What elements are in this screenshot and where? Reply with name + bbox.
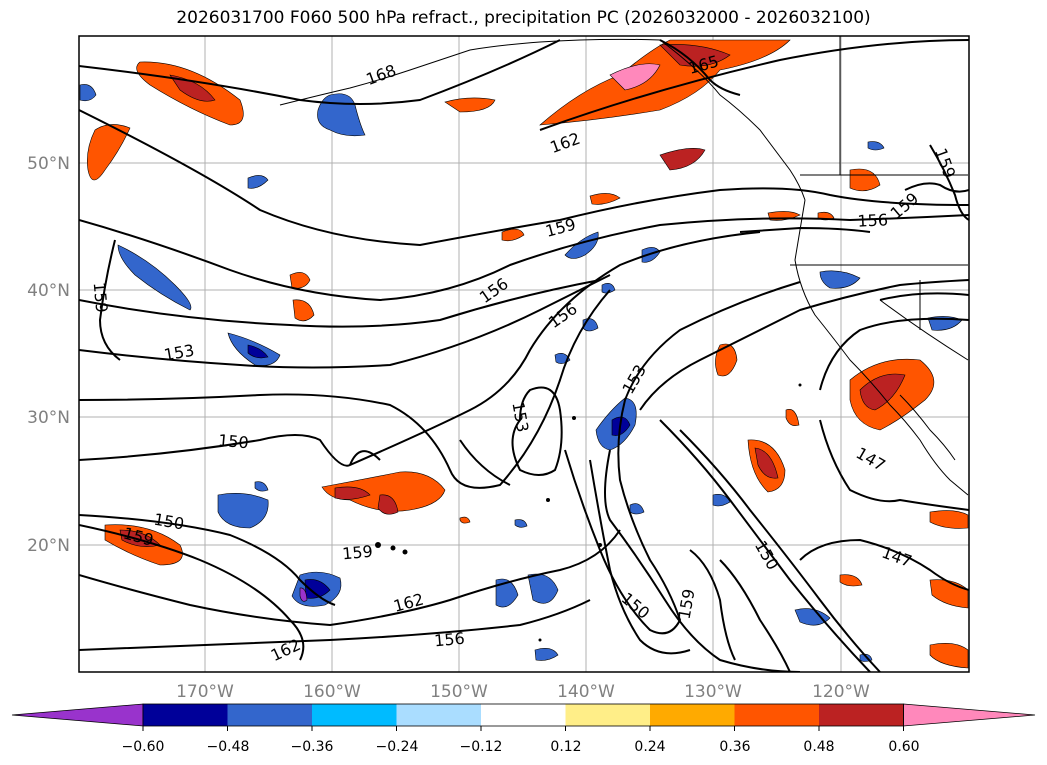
colorbar-swatch — [565, 704, 651, 726]
colorbar: −0.60 −0.48 −0.36 −0.24 −0.12 0.12 0.24 … — [11, 703, 1036, 755]
map-title: 2026031700 F060 500 hPa refract., precip… — [176, 8, 871, 28]
colorbar-swatch — [650, 704, 735, 726]
graticule — [79, 36, 969, 672]
colorbar-swatch — [11, 703, 144, 727]
contour-label: 156 — [433, 629, 465, 651]
latitude-labels: 50°N 40°N 30°N 20°N — [27, 154, 70, 556]
height-contours — [79, 39, 969, 672]
contour-label: 150 — [217, 431, 249, 453]
lat-label: 40°N — [27, 281, 70, 301]
longitude-labels: 170°W 160°W 150°W 140°W 130°W 120°W — [176, 682, 870, 702]
lon-label: 140°W — [557, 682, 615, 702]
colorbar-swatch — [481, 704, 566, 726]
lon-label: 170°W — [176, 682, 234, 702]
colorbar-outline — [142, 703, 904, 727]
contour-label: 156 — [857, 210, 888, 231]
lon-label: 150°W — [430, 682, 488, 702]
lon-label: 120°W — [812, 682, 870, 702]
precipitation-negative — [79, 84, 963, 662]
colorbar-swatch — [819, 704, 904, 726]
colorbar-tick-label: 0.12 — [550, 739, 581, 755]
colorbar-tick-label: −0.12 — [460, 739, 503, 755]
contour-label: 159 — [90, 281, 112, 313]
colorbar-swatch — [312, 704, 397, 726]
colorbar-tick-label: 0.24 — [634, 739, 665, 755]
colorbar-tick-label: −0.36 — [291, 739, 334, 755]
lat-label: 20°N — [27, 536, 70, 556]
colorbar-swatch — [143, 704, 228, 726]
colorbar-swatch — [734, 704, 820, 726]
lon-label: 160°W — [303, 682, 361, 702]
colorbar-tick-label: −0.60 — [122, 739, 165, 755]
map-frame — [78, 35, 970, 673]
coastlines — [279, 36, 969, 496]
islands — [375, 383, 802, 642]
colorbar-tick-label: 0.48 — [803, 739, 834, 755]
colorbar-tick-label: −0.24 — [376, 739, 419, 755]
contour-label: 159 — [341, 542, 373, 564]
colorbar-swatch — [227, 704, 313, 726]
lon-label: 130°W — [684, 682, 742, 702]
colorbar-tick-label: 0.60 — [888, 739, 919, 755]
colorbar-tick-label: −0.48 — [207, 739, 250, 755]
lat-label: 30°N — [27, 408, 70, 428]
map-area — [79, 36, 969, 672]
lat-label: 50°N — [27, 154, 70, 174]
colorbar-tick-label: 0.36 — [719, 739, 750, 755]
colorbar-swatch — [396, 704, 482, 726]
colorbar-swatch — [903, 703, 1036, 727]
